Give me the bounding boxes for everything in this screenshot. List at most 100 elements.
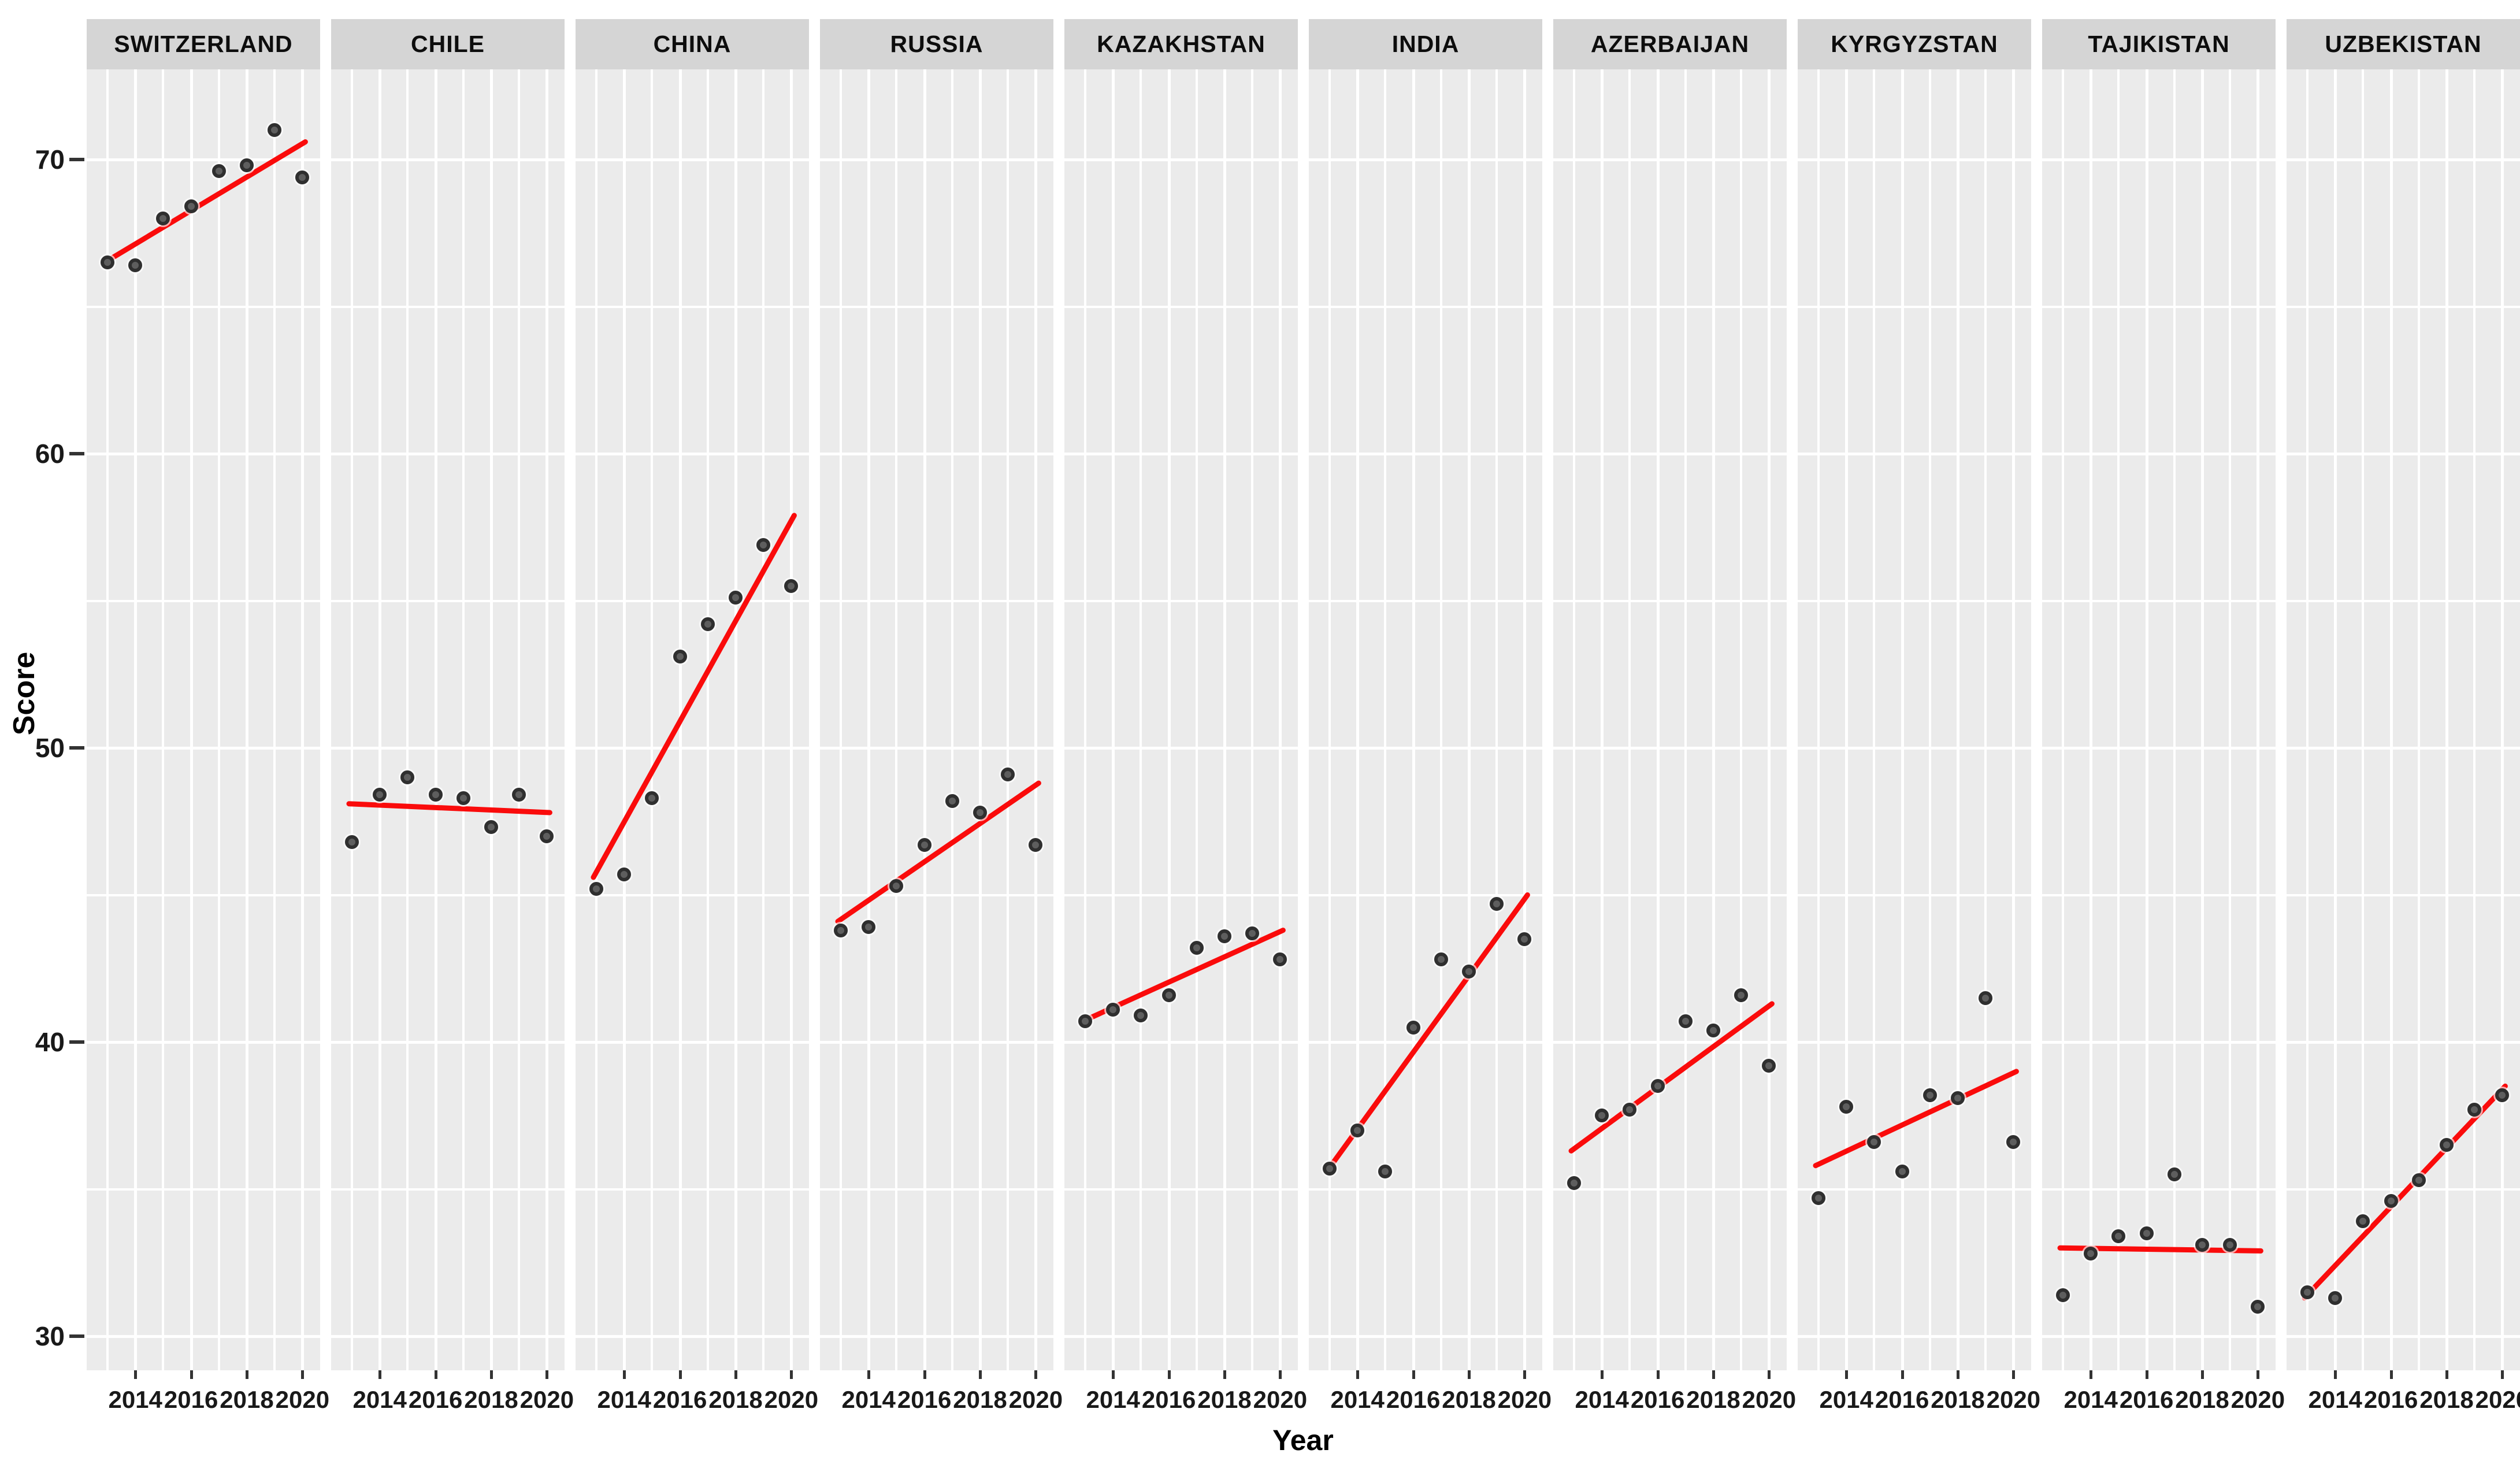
- gridline-vertical: [1439, 69, 1442, 1370]
- gridline-horizontal: [1064, 894, 1298, 896]
- data-point: [1378, 1164, 1393, 1178]
- gridline-vertical: [762, 69, 765, 1370]
- x-tick-mark: [1223, 1370, 1226, 1379]
- gridline-horizontal: [87, 599, 320, 602]
- gridline-horizontal: [1798, 599, 2031, 602]
- gridline-vertical: [1223, 69, 1226, 1370]
- x-tick-mark: [790, 1370, 793, 1379]
- x-tick-mark: [1412, 1370, 1415, 1379]
- data-point: [512, 788, 526, 802]
- facet-panel: [1798, 69, 2031, 1370]
- gridline-horizontal: [576, 1041, 809, 1044]
- gridline-horizontal: [576, 453, 809, 455]
- x-tick-mark: [134, 1370, 138, 1379]
- data-point: [295, 170, 310, 184]
- data-point: [1490, 896, 1504, 911]
- gridline-horizontal: [87, 1041, 320, 1044]
- data-point: [784, 579, 799, 594]
- x-tick-label: 2018: [1686, 1386, 1740, 1413]
- gridline-vertical: [1384, 69, 1387, 1370]
- y-tick-label: 50: [35, 733, 65, 763]
- x-tick-mark: [378, 1370, 382, 1379]
- data-point: [973, 805, 987, 820]
- data-point: [1979, 991, 1993, 1005]
- gridline-vertical: [1873, 69, 1876, 1370]
- facet-panel: [1064, 69, 1298, 1370]
- gridline-vertical: [1356, 69, 1360, 1370]
- gridline-vertical: [1740, 69, 1743, 1370]
- gridline-vertical: [1412, 69, 1415, 1370]
- facet-panel: [1309, 69, 1542, 1370]
- data-point: [2167, 1167, 2181, 1182]
- data-point: [428, 788, 443, 802]
- x-tick-label: 2018: [2175, 1386, 2229, 1413]
- gridline-vertical: [1817, 69, 1820, 1370]
- gridline-vertical: [2389, 69, 2393, 1370]
- gridline-horizontal: [1798, 1041, 2031, 1044]
- facet-strip: AZERBAIJAN: [1553, 19, 1787, 69]
- data-point: [1762, 1058, 1776, 1073]
- gridline-horizontal: [576, 894, 809, 896]
- data-point: [1517, 932, 1532, 946]
- gridline-horizontal: [87, 1188, 320, 1191]
- gridline-horizontal: [1309, 599, 1542, 602]
- x-tick-label: 2014: [1575, 1386, 1629, 1413]
- facet-panel: [820, 69, 1053, 1370]
- gridline-vertical: [651, 69, 654, 1370]
- data-point: [617, 867, 632, 881]
- x-tick-mark: [1845, 1370, 1849, 1379]
- data-point: [400, 770, 415, 784]
- gridline-horizontal: [87, 747, 320, 750]
- gridline-horizontal: [1064, 599, 1298, 602]
- y-tick-mark: [69, 452, 84, 455]
- gridline-vertical: [1901, 69, 1904, 1370]
- gridline-horizontal: [331, 1188, 565, 1191]
- gridline-vertical: [190, 69, 193, 1370]
- gridline-horizontal: [2287, 1188, 2520, 1191]
- x-tick-mark: [867, 1370, 871, 1379]
- gridline-horizontal: [2287, 453, 2520, 455]
- gridline-horizontal: [2287, 599, 2520, 602]
- data-point: [156, 211, 170, 225]
- x-tick-label: 2020: [2475, 1386, 2520, 1413]
- facet-strip-label: RUSSIA: [890, 31, 983, 57]
- y-tick-mark: [69, 1040, 84, 1044]
- data-point: [673, 650, 687, 664]
- gridline-horizontal: [331, 1041, 565, 1044]
- gridline-vertical: [2501, 69, 2504, 1370]
- gridline-vertical: [734, 69, 737, 1370]
- data-point: [2495, 1088, 2510, 1102]
- gridline-horizontal: [820, 747, 1053, 750]
- gridline-horizontal: [820, 1335, 1053, 1338]
- y-tick-mark: [69, 158, 84, 161]
- gridline-horizontal: [1309, 305, 1542, 308]
- x-axis-title: Year: [1272, 1424, 1334, 1456]
- gridline-horizontal: [1064, 305, 1298, 308]
- trend-line: [1813, 1069, 2019, 1169]
- gridline-horizontal: [1064, 747, 1298, 750]
- gridline-vertical: [2145, 69, 2148, 1370]
- x-tick-mark: [1601, 1370, 1604, 1379]
- data-point: [1951, 1091, 1965, 1105]
- gridline-horizontal: [87, 453, 320, 455]
- facet-strip: KAZAKHSTAN: [1064, 19, 1298, 69]
- gridline-horizontal: [1553, 894, 1787, 896]
- gridline-vertical: [1768, 69, 1771, 1370]
- data-point: [2384, 1193, 2398, 1208]
- gridline-vertical: [2362, 69, 2365, 1370]
- data-point: [1218, 929, 1231, 943]
- gridline-vertical: [951, 69, 953, 1370]
- x-tick-label: 2014: [597, 1386, 651, 1413]
- gridline-horizontal: [2042, 1041, 2276, 1044]
- gridline-vertical: [840, 69, 842, 1370]
- facet-strip-label: CHILE: [411, 31, 485, 57]
- x-tick-label: 2018: [708, 1386, 763, 1413]
- gridline-vertical: [2306, 69, 2309, 1370]
- x-tick-label: 2016: [1386, 1386, 1441, 1413]
- gridline-vertical: [790, 69, 793, 1370]
- gridline-vertical: [1034, 69, 1038, 1370]
- x-tick-mark: [678, 1370, 682, 1379]
- data-point: [862, 920, 876, 935]
- data-point: [1350, 1123, 1365, 1137]
- data-point: [1134, 1009, 1148, 1023]
